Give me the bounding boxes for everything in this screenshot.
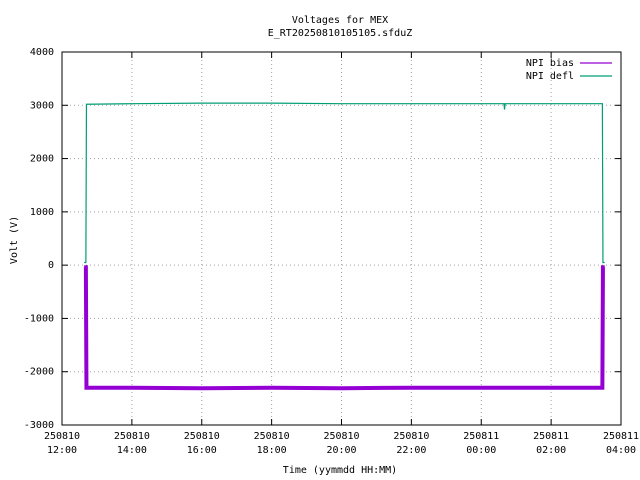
x-tick-label: 250810 18:00 — [253, 431, 290, 456]
series-line — [84, 102, 605, 264]
y-tick-label: -3000 — [24, 420, 54, 431]
y-tick-label: 4000 — [30, 47, 54, 58]
plot-frame — [61, 51, 622, 426]
x-tick-label: 250811 00:00 — [463, 431, 500, 456]
chart-title: Voltages for MEX — [292, 15, 388, 26]
y-tick-label: 2000 — [30, 154, 54, 165]
y-tick-label: 3000 — [30, 100, 54, 111]
series-line — [83, 265, 605, 391]
x-tick-label: 250810 20:00 — [323, 431, 360, 456]
x-tick-label: 250810 22:00 — [393, 431, 430, 456]
y-tick-label: -1000 — [24, 313, 54, 324]
y-axis-label: Volt (V) — [9, 216, 20, 264]
legend-label: NPI bias — [526, 58, 574, 69]
y-tick-label: 0 — [48, 260, 54, 271]
x-axis-label: Time (yymmdd HH:MM) — [283, 465, 397, 476]
x-tick-label: 250810 12:00 — [43, 431, 81, 456]
y-tick-label: 1000 — [30, 207, 54, 218]
chart-subtitle: E_RT20250810105105.sfduZ — [268, 28, 413, 39]
y-tick-label: -2000 — [24, 367, 54, 378]
x-tick-label: 250810 14:00 — [113, 431, 150, 456]
x-tick-label: 250810 16:00 — [183, 431, 220, 456]
legend-label: NPI defl — [526, 71, 574, 82]
x-tick-label: 250811 02:00 — [533, 431, 570, 456]
x-tick-label: 250811 04:00 — [602, 431, 640, 456]
